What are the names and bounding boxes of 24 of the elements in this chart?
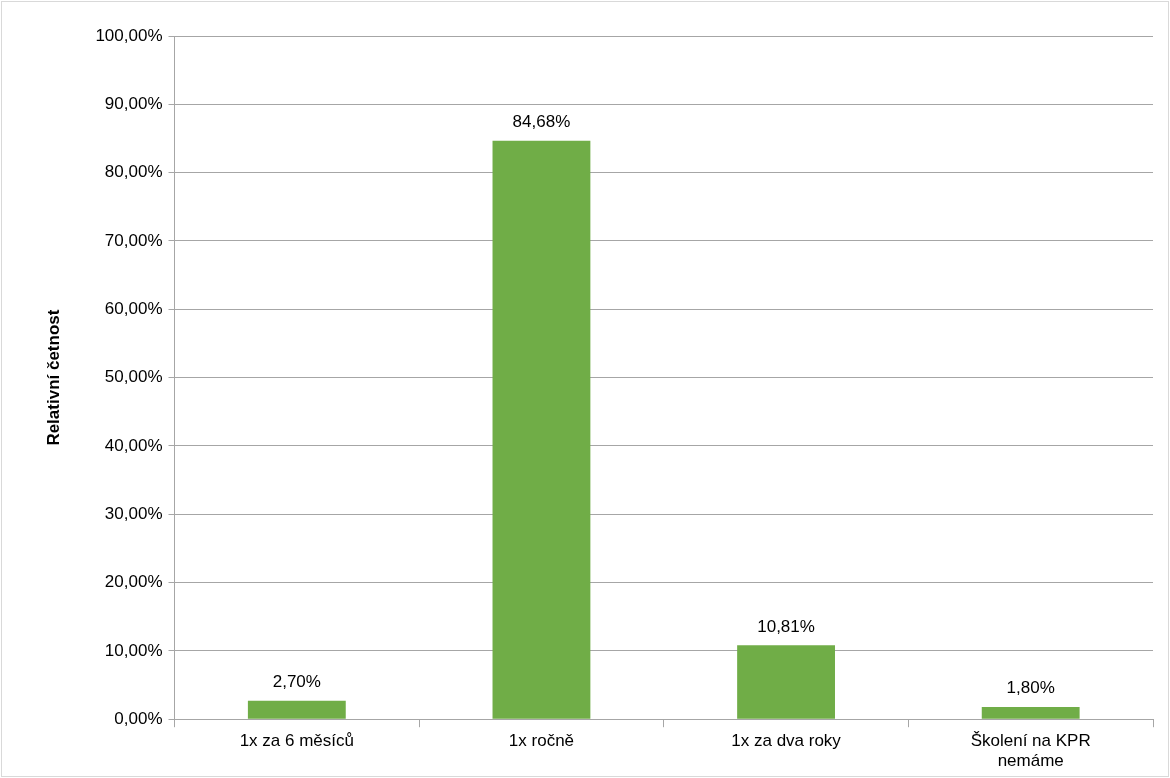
y-tick-label: 100,00%	[95, 25, 163, 45]
y-tick-label: 20,00%	[104, 572, 163, 592]
x-tick-label: 1x za 6 měsíců	[239, 731, 354, 751]
bar	[247, 700, 346, 719]
x-tick-label: 1x za dva roky	[731, 731, 842, 751]
data-label: 2,70%	[272, 671, 321, 691]
y-tick-label: 50,00%	[104, 367, 163, 387]
y-tick-label: 60,00%	[104, 298, 163, 318]
y-tick-label: 40,00%	[104, 435, 163, 455]
y-tick-label: 90,00%	[104, 94, 163, 114]
y-axis-title: Relativní četnost	[43, 309, 63, 446]
y-tick-label: 70,00%	[104, 230, 163, 250]
data-label: 10,81%	[757, 616, 815, 636]
bar	[492, 140, 591, 719]
bar	[981, 706, 1080, 719]
x-tick-label: 1x ročně	[508, 731, 575, 751]
bar	[737, 645, 835, 719]
data-label: 1,80%	[1006, 678, 1055, 698]
y-tick-label: 80,00%	[104, 162, 163, 182]
y-tick-label: 0,00%	[114, 708, 163, 728]
y-tick-label: 30,00%	[104, 503, 163, 523]
x-tick-label: Školení na KPR nemáme	[970, 731, 1091, 771]
y-tick-label: 10,00%	[104, 640, 163, 660]
data-label: 84,68%	[512, 111, 571, 131]
